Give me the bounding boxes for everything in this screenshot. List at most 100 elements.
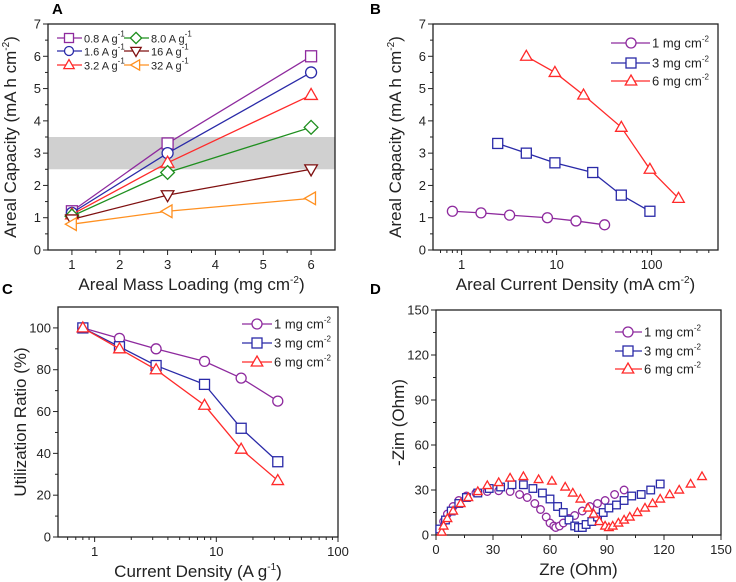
legend-label: 1 mg cm-2 <box>274 316 332 332</box>
x-tick-label: 4 <box>212 257 219 272</box>
y-axis-title: Areal Capacity (mA h cm-2) <box>386 36 405 238</box>
data-point <box>528 484 538 493</box>
legend-label: 3 mg cm-2 <box>644 343 702 359</box>
data-point <box>272 456 284 468</box>
data-point <box>472 485 484 496</box>
legend-label: 3 mg cm-2 <box>652 55 710 71</box>
data-point <box>235 422 247 434</box>
legend-label: 1 mg cm-2 <box>652 35 710 51</box>
legend-text: 16 A g <box>151 47 182 59</box>
data-point <box>593 499 602 508</box>
data-point <box>639 502 651 512</box>
series-line <box>497 142 651 212</box>
y-axis-title-text: -Zim (Ohm) <box>389 379 408 466</box>
legend-item: 0.8 A g-1 <box>57 30 125 46</box>
legend-text: 6 mg cm <box>652 74 702 89</box>
data-point <box>436 526 448 536</box>
data-point <box>600 496 610 505</box>
legend-marker <box>624 73 638 86</box>
data-point <box>503 209 516 221</box>
x-axis-title: Areal Mass Loading (mg cm-2) <box>78 275 304 294</box>
x-axis-title-tail: ) <box>690 275 696 294</box>
data-point <box>234 441 249 454</box>
y-tick-label: 100 <box>29 320 51 335</box>
y-axis-title: Utilization Ratio (%) <box>11 347 30 496</box>
data-point <box>582 502 594 512</box>
x-axis-title-text: Current Density (A g <box>114 562 267 581</box>
x-axis-title-sup: -1 <box>267 562 276 573</box>
series-line <box>71 197 312 225</box>
y-tick-label: 60 <box>37 404 51 419</box>
legend-item: 3.2 A g-1 <box>57 57 125 73</box>
data-point <box>533 473 545 484</box>
legend-item: 6 mg cm-2 <box>611 73 710 89</box>
data-point <box>627 491 637 501</box>
data-point <box>520 147 532 159</box>
data-point <box>619 485 629 495</box>
legend-label: 6 mg cm-2 <box>274 354 332 370</box>
data-point <box>549 157 561 169</box>
data-point <box>303 164 319 178</box>
data-point <box>537 488 547 498</box>
y-tick-label: 5 <box>419 81 426 96</box>
y-axis-title-sup: -2 <box>1 41 12 50</box>
series-2 <box>436 470 708 536</box>
y-tick-label: 7 <box>34 17 41 32</box>
series-2 <box>75 320 285 486</box>
y-tick-label: 6 <box>34 49 41 64</box>
legend-label: 6 mg cm-2 <box>644 361 702 377</box>
x-axis-title: Areal Current Density (mA cm-2) <box>456 275 695 294</box>
legend-marker <box>625 57 637 69</box>
panel-b: B 1 10 100 0 1 2 3 4 5 6 7 Areal Current Density (mA… <box>370 1 719 294</box>
data-point <box>664 488 676 499</box>
data-point <box>624 511 636 521</box>
data-point <box>159 203 173 219</box>
data-point <box>455 497 467 508</box>
legend-text: 32 A g <box>151 61 182 73</box>
legend-label: 16 A g-1 <box>151 43 189 59</box>
legend-sup: -2 <box>324 316 332 325</box>
data-point <box>546 475 558 485</box>
x-tick-label: 0 <box>432 542 439 557</box>
legend-text: 6 mg cm <box>274 355 324 370</box>
data-point <box>530 499 540 508</box>
data-point <box>492 137 504 150</box>
legend-marker <box>622 345 634 357</box>
data-point <box>541 212 554 224</box>
legend-item: 6 mg cm-2 <box>242 354 332 370</box>
legend-marker <box>625 37 637 49</box>
series-5 <box>64 190 317 232</box>
data-point <box>112 341 127 354</box>
data-point <box>304 66 318 79</box>
legend-item: 32 A g-1 <box>124 57 189 73</box>
legend-sup: -2 <box>702 73 710 82</box>
data-point <box>303 119 319 136</box>
data-point <box>517 470 529 481</box>
legend-item: 8.0 A g-1 <box>124 30 192 46</box>
data-point <box>567 487 579 497</box>
x-tick-label: 10 <box>549 257 563 272</box>
data-point <box>588 508 600 518</box>
series-line <box>82 327 279 482</box>
data-point <box>576 87 591 100</box>
series-0 <box>446 205 611 231</box>
y-tick-label: 4 <box>419 113 426 128</box>
legend-sup: -2 <box>324 354 332 363</box>
data-point <box>646 485 656 495</box>
legend-sup: -1 <box>118 43 126 52</box>
legend-sup: -1 <box>118 30 126 39</box>
x-tick-label: 120 <box>653 542 675 557</box>
data-point <box>493 476 505 487</box>
x-tick-label: 6 <box>307 257 314 272</box>
legend-item: 1 mg cm-2 <box>611 35 710 51</box>
legend-marker <box>250 354 264 367</box>
data-point <box>548 65 562 78</box>
legend-sup: -2 <box>694 361 702 370</box>
plot-frame <box>57 306 339 538</box>
legend-label: 3.2 A g-1 <box>84 57 125 73</box>
data-point <box>272 395 284 407</box>
legend-marker <box>622 326 634 338</box>
y-axis-title-text: Areal Capacity (mA h cm <box>386 51 405 238</box>
legend-item: 3 mg cm-2 <box>611 55 710 71</box>
series-2 <box>519 48 686 203</box>
